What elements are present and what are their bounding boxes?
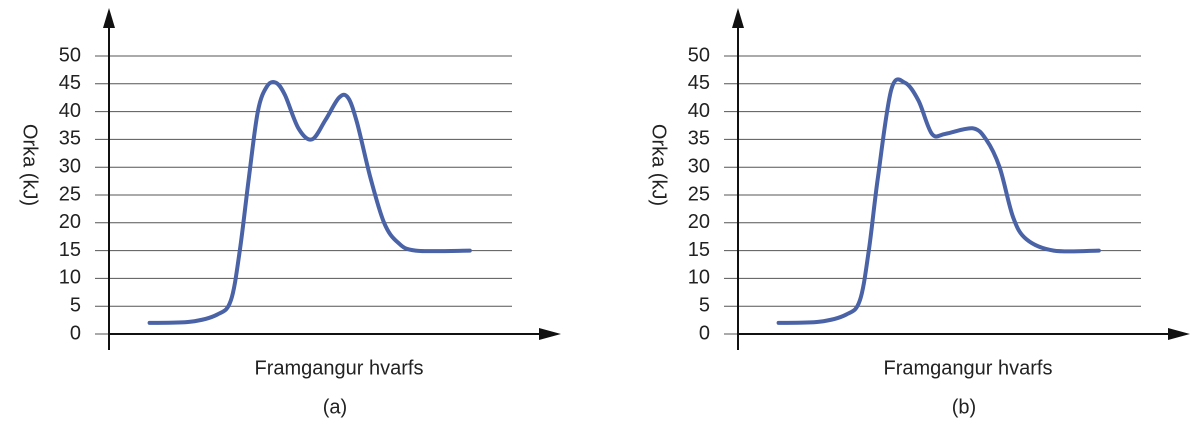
energy-curve: [147, 80, 472, 325]
y-axis-label: Orka (kJ): [19, 124, 41, 206]
y-tick-label: 20: [688, 211, 710, 233]
y-tick-label: 40: [59, 100, 81, 122]
y-tick-label: 5: [70, 294, 81, 316]
y-axis-arrow: [732, 8, 744, 28]
y-tick-label: 25: [59, 183, 81, 205]
y-tick-label: 40: [688, 100, 710, 122]
y-tick-label: 35: [59, 128, 81, 150]
y-tick-label: 45: [59, 72, 81, 94]
y-tick-label: 50: [688, 44, 710, 66]
y-tick-label: 10: [59, 267, 81, 289]
y-tick-label: 0: [70, 322, 81, 344]
y-tick-label: 10: [688, 267, 710, 289]
y-tick-label: 5: [699, 294, 710, 316]
x-axis-label: Framgangur hvarfs: [884, 357, 1053, 379]
caption: (a): [323, 396, 347, 418]
y-tick-label: 20: [59, 211, 81, 233]
x-axis-label: Framgangur hvarfs: [255, 357, 424, 379]
y-axis-arrow: [103, 8, 115, 28]
y-axis-label: Orka (kJ): [648, 124, 670, 206]
y-tick-label: 30: [59, 155, 81, 177]
chart-panel: 0 5 10 15 20 25 30 35 40 45 50 Orka (kJ) Framgangur …: [19, 8, 561, 418]
x-axis-arrow: [1168, 328, 1190, 340]
y-tick-label: 30: [688, 155, 710, 177]
y-tick-label: 25: [688, 183, 710, 205]
energy-curve: [776, 77, 1101, 325]
y-tick-label: 0: [699, 322, 710, 344]
caption: (b): [952, 396, 976, 418]
y-tick-label: 50: [59, 44, 81, 66]
y-tick-label: 35: [688, 128, 710, 150]
y-tick-label: 45: [688, 72, 710, 94]
x-axis-arrow: [539, 328, 561, 340]
chart-panel: 0 5 10 15 20 25 30 35 40 45 50 Orka (kJ) Framgangur …: [648, 8, 1190, 418]
y-tick-label: 15: [59, 239, 81, 261]
y-tick-label: 15: [688, 239, 710, 261]
